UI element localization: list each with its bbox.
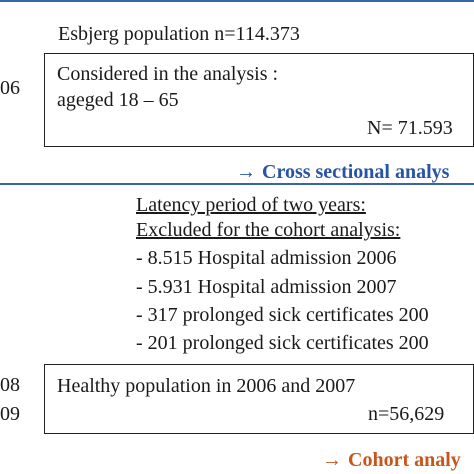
cohort-analysis-text: Cohort analy [348, 449, 461, 471]
right-arrow-icon: → [322, 449, 342, 471]
healthy-population-count: n=56,629 [368, 403, 445, 425]
year-label-09: 09 [0, 403, 20, 425]
year-label-08: 08 [0, 374, 20, 396]
healthy-population-box: Healthy population in 2006 and 2007 n=56… [44, 364, 474, 434]
latency-line: Latency period of two years: [136, 194, 366, 216]
exclusion-item-1: - 8.515 Hospital admission 2006 [136, 247, 397, 269]
exclusion-item-3: - 317 prolonged sick certificates 200 [136, 304, 429, 326]
cohort-analysis-label: → Cohort analy [322, 448, 461, 472]
analysis-criteria-box: Considered in the analysis : ageged 18 –… [44, 53, 474, 147]
year-label-06: 06 [0, 77, 20, 99]
criteria-count: N= 71.593 [367, 117, 453, 139]
cross-sectional-analysis-label: → Cross sectional analys [236, 160, 449, 184]
criteria-line-1: Considered in the analysis : [57, 63, 279, 85]
right-arrow-icon: → [236, 161, 256, 183]
healthy-population-line: Healthy population in 2006 and 2007 [57, 375, 356, 397]
middle-divider [0, 183, 474, 185]
excluded-line: Excluded for the cohort analysis: [136, 219, 401, 241]
cross-sectional-text: Cross sectional analys [262, 161, 450, 183]
exclusion-item-2: - 5.931 Hospital admission 2007 [136, 276, 397, 298]
exclusion-item-4: - 201 prolonged sick certificates 200 [136, 332, 429, 354]
criteria-line-2: ageged 18 – 65 [57, 89, 179, 111]
top-divider [0, 0, 474, 2]
population-header: Esbjerg population n=114.373 [58, 23, 300, 45]
